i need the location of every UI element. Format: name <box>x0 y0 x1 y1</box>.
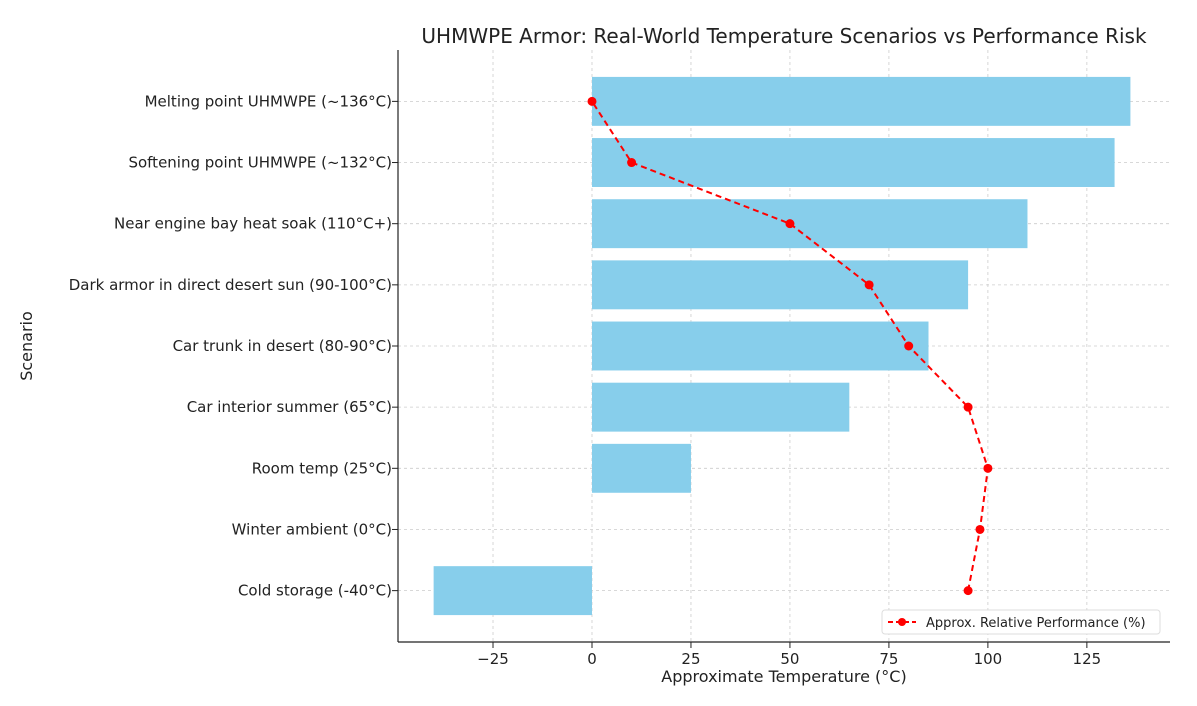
chart-title: UHMWPE Armor: Real-World Temperature Sce… <box>421 24 1147 48</box>
y-tick-label: Near engine bay heat soak (110°C+) <box>114 215 392 233</box>
performance-point <box>627 158 637 168</box>
bar <box>591 382 850 432</box>
y-tick-label: Winter ambient (0°C) <box>232 520 392 538</box>
performance-point <box>963 586 973 596</box>
y-tick-label: Softening point UHMWPE (~132°C) <box>128 154 392 172</box>
performance-point <box>904 341 914 351</box>
legend-marker-icon <box>898 618 906 626</box>
bar <box>433 566 592 616</box>
legend-label: Approx. Relative Performance (%) <box>926 616 1146 631</box>
axes: −25 0 25 50 75 100 125 Cold storage (-40°C) Wint… <box>69 50 1170 668</box>
x-axis-label: Approximate Temperature (°C) <box>661 667 906 686</box>
performance-point <box>864 280 874 290</box>
performance-line <box>587 96 993 596</box>
legend-box <box>881 609 1161 635</box>
y-axis-label: Scenario <box>17 311 36 381</box>
x-tick-label: −25 <box>477 650 509 668</box>
bar <box>591 138 1115 187</box>
y-tick-label: Car trunk in desert (80-90°C) <box>173 337 392 355</box>
bar <box>591 321 929 371</box>
performance-point <box>963 402 973 412</box>
bar <box>591 76 1131 126</box>
x-tick-label: 50 <box>780 650 799 668</box>
bar <box>591 260 969 310</box>
y-tick-label: Car interior summer (65°C) <box>187 398 392 416</box>
x-tick-label: 75 <box>879 650 898 668</box>
y-tick-label: Cold storage (-40°C) <box>238 582 392 600</box>
performance-point <box>975 524 985 534</box>
bar <box>591 199 1028 249</box>
performance-point <box>785 219 795 229</box>
x-tick-label: 125 <box>1073 650 1102 668</box>
performance-point <box>983 463 993 473</box>
x-tick-label: 25 <box>681 650 700 668</box>
bars <box>433 76 1131 616</box>
legend: Approx. Relative Performance (%) <box>881 609 1161 635</box>
y-tick-label: Room temp (25°C) <box>252 459 392 477</box>
x-tick-label: 0 <box>587 650 597 668</box>
x-tick-label: 100 <box>974 650 1003 668</box>
performance-point <box>587 96 597 106</box>
bar <box>591 443 691 493</box>
y-tick-label: Melting point UHMWPE (~136°C) <box>145 92 392 110</box>
y-tick-label: Dark armor in direct desert sun (90-100°… <box>69 276 392 294</box>
